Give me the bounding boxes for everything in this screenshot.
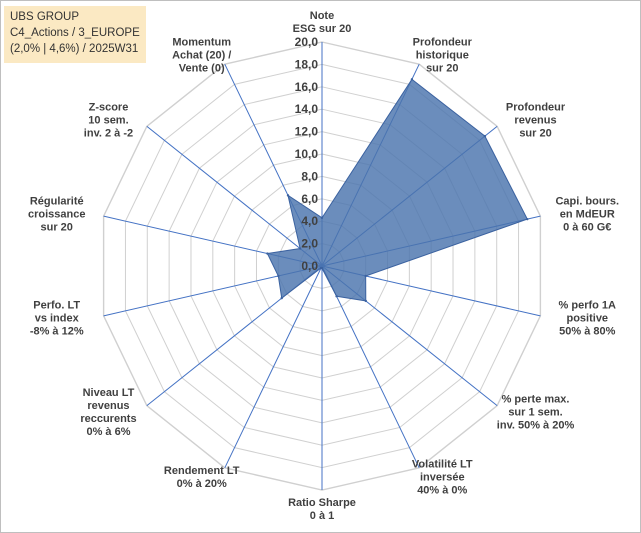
tick-label: 10,0 bbox=[295, 147, 319, 161]
axis-label: Note ESG sur 20 bbox=[293, 10, 352, 35]
axis-label: Volatilité LT inversée 40% à 0% bbox=[412, 458, 473, 496]
axis-spoke bbox=[321, 265, 420, 469]
data-point bbox=[526, 217, 529, 221]
axis-spoke bbox=[146, 125, 323, 267]
axis-label: Perfo. LT vs index -8% à 12% bbox=[30, 300, 84, 338]
data-point bbox=[483, 134, 487, 138]
data-point bbox=[286, 194, 290, 197]
data-point bbox=[319, 266, 323, 270]
info-line-3: (2,0% | 4,6%) / 2025W31 bbox=[10, 43, 139, 55]
axis-label: Niveau LT revenus reccurents 0% à 6% bbox=[80, 387, 136, 438]
info-line-2: C4_Actions / 3_EUROPE bbox=[10, 27, 140, 39]
axis-label: Rendement LT 0% à 20% bbox=[164, 465, 240, 490]
axis-label: % perte max. sur 1 sem. inv. 50% à 20% bbox=[497, 393, 575, 431]
tick-label: 4,0 bbox=[301, 214, 318, 228]
data-point bbox=[266, 252, 269, 255]
axis-label: Profondeur historique sur 20 bbox=[413, 37, 473, 75]
tick-label: 18,0 bbox=[295, 57, 319, 71]
tick-label: 16,0 bbox=[295, 80, 319, 94]
tick-label: 8,0 bbox=[301, 169, 318, 183]
axis-label: Ratio Sharpe 0 à 1 bbox=[288, 497, 356, 522]
axis-label: Profondeur revenus sur 20 bbox=[506, 102, 566, 140]
data-point bbox=[320, 216, 324, 220]
data-point bbox=[277, 274, 280, 278]
data-point bbox=[298, 247, 302, 250]
axis-label: Momentum Achat (20) / Vente (0) bbox=[172, 37, 231, 75]
tick-label: 6,0 bbox=[301, 192, 318, 206]
tick-label: 20,0 bbox=[295, 35, 319, 49]
axis-spoke bbox=[224, 265, 323, 469]
info-line-1: UBS GROUP bbox=[10, 11, 80, 23]
data-point bbox=[280, 296, 283, 300]
info-box: UBS GROUP C4_Actions / 3_EUROPE (2,0% | … bbox=[4, 6, 146, 63]
tick-label: 0,0 bbox=[301, 259, 318, 273]
axis-label: Régularité croissance sur 20 bbox=[28, 195, 85, 233]
data-point bbox=[364, 274, 367, 278]
axis-label: Z-score 10 sem. inv. 2 à -2 bbox=[84, 102, 133, 140]
axis-label: Capi. bours. en MdEUR 0 à 60 G€ bbox=[555, 195, 619, 233]
tick-label: 14,0 bbox=[295, 102, 319, 116]
tick-label: 2,0 bbox=[301, 237, 318, 251]
tick-label: 12,0 bbox=[295, 125, 319, 139]
data-point bbox=[410, 78, 414, 81]
data-point bbox=[335, 295, 338, 298]
data-point bbox=[364, 299, 367, 303]
axis-label: % perfo 1A positive 50% à 80% bbox=[559, 300, 617, 338]
